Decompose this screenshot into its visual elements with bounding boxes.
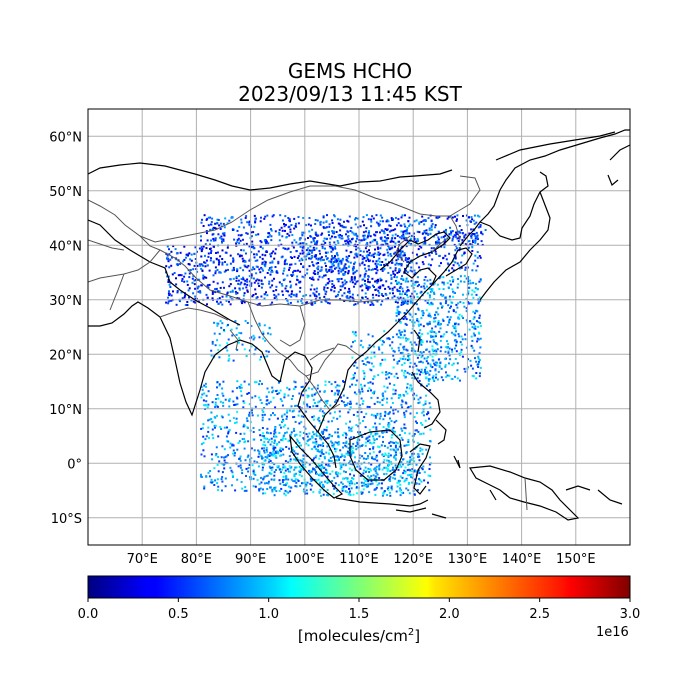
lat-tick-label: 10°S — [51, 512, 82, 527]
map-timestamp: 2023/09/13 11:45 KST — [238, 82, 462, 106]
colorbar-tick-label: 0.0 — [78, 607, 99, 622]
map-gridlines — [88, 109, 630, 545]
lat-tick-label: 40°N — [49, 239, 82, 254]
lat-tick-label: 10°N — [49, 403, 82, 418]
colorbar-tick-label: 2.0 — [439, 607, 460, 622]
colorbar-tick-label: 1.5 — [349, 607, 370, 622]
latitude-axis: 60°N 50°N 40°N 30°N 20°N 10°N 0° 10°S — [49, 130, 82, 527]
colorbar-tick-label: 1.0 — [258, 607, 279, 622]
country-borders — [88, 175, 528, 511]
longitude-axis: 70°E 80°E 90°E 100°E 110°E 120°E 130°E 140°E 150… — [127, 552, 596, 567]
lon-tick-label: 110°E — [339, 552, 379, 567]
colorbar-tick-label: 3.0 — [620, 607, 641, 622]
lon-tick-label: 70°E — [127, 552, 158, 567]
lon-tick-label: 90°E — [235, 552, 266, 567]
lon-tick-label: 120°E — [393, 552, 433, 567]
lat-tick-label: 60°N — [49, 130, 82, 145]
lon-tick-label: 100°E — [285, 552, 325, 567]
lat-tick-label: 30°N — [49, 294, 82, 309]
colorbar-tick-label: 0.5 — [168, 607, 189, 622]
lon-tick-label: 80°E — [181, 552, 212, 567]
lat-tick-label: 20°N — [49, 348, 82, 363]
hcho-swath — [165, 214, 487, 497]
map-title: GEMS HCHO — [287, 59, 413, 83]
lon-tick-label: 150°E — [556, 552, 596, 567]
coastlines — [88, 129, 630, 521]
map-frame — [87, 108, 631, 546]
colorbar-tick-label: 2.5 — [529, 607, 550, 622]
lat-tick-label: 0° — [67, 457, 82, 472]
colorbar-ticks: 0.0 0.5 1.0 1.5 2.0 2.5 3.0 — [78, 598, 641, 622]
colorbar — [87, 575, 631, 599]
colorbar-exponent: 1e16 — [596, 625, 629, 640]
lon-tick-label: 130°E — [448, 552, 488, 567]
lat-tick-label: 50°N — [49, 185, 82, 200]
colorbar-label: [molecules/cm2] — [297, 627, 421, 645]
lon-tick-label: 140°E — [502, 552, 542, 567]
